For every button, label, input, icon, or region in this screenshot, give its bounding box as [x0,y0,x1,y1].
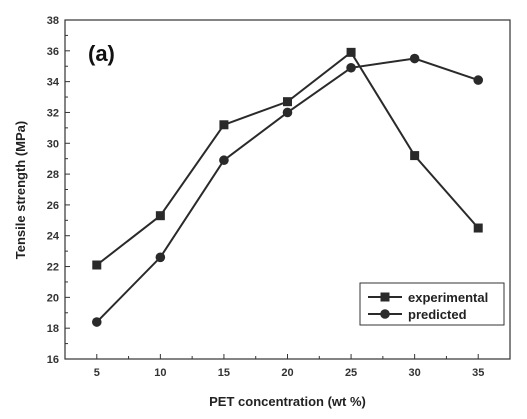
y-axis-ticks: 16 18 20 22 24 26 28 30 32 34 36 38 [47,15,70,366]
x-tick-label-10: 10 [154,367,166,379]
y-tick-label-18: 18 [47,323,59,335]
experimental-point-30 [410,151,420,161]
y-tick-label-16: 16 [47,354,59,366]
series-experimental [92,47,483,270]
panel-label: (a) [88,41,115,66]
predicted-point-25 [346,62,356,73]
legend-label-predicted: predicted [408,307,467,322]
y-tick-label-34: 34 [47,77,60,89]
x-axis-title: PET concentration (wt %) [209,394,366,409]
y-tick-label-22: 22 [47,262,59,274]
y-tick-label-30: 30 [47,138,59,150]
legend-label-experimental: experimental [408,290,488,305]
y-tick-label-36: 36 [47,46,59,58]
experimental-point-35 [473,223,483,233]
predicted-point-30 [409,53,420,64]
predicted-point-20 [282,107,293,118]
experimental-point-20 [283,97,292,107]
y-tick-label-20: 20 [47,292,59,304]
legend: experimental predicted [359,282,505,326]
x-tick-label-35: 35 [472,367,484,379]
experimental-point-10 [155,211,165,221]
y-tick-label-24: 24 [47,231,60,243]
x-tick-label-15: 15 [218,367,230,379]
series-layer [91,47,484,327]
predicted-point-10 [155,252,166,263]
experimental-point-15 [219,120,229,130]
legend-marker-predicted [380,309,390,319]
predicted-point-5 [91,317,102,327]
x-axis-ticks: 5 10 15 20 25 30 35 [64,354,511,379]
x-tick-label-30: 30 [409,367,421,379]
y-tick-label-26: 26 [47,200,59,212]
predicted-point-35 [473,75,484,85]
experimental-point-5 [92,260,102,270]
experimental-line [96,50,479,266]
x-tick-label-20: 20 [281,367,293,379]
x-tick-label-25: 25 [345,367,357,379]
legend-marker-experimental [380,292,390,302]
y-tick-label-38: 38 [47,15,59,27]
predicted-point-15 [219,155,229,166]
experimental-point-25 [346,47,356,57]
y-axis-title: Tensile strength (MPa) [13,121,28,259]
series-predicted [91,53,484,327]
y-tick-label-32: 32 [47,107,59,119]
y-tick-label-28: 28 [47,169,59,181]
x-tick-label-5: 5 [94,367,100,379]
